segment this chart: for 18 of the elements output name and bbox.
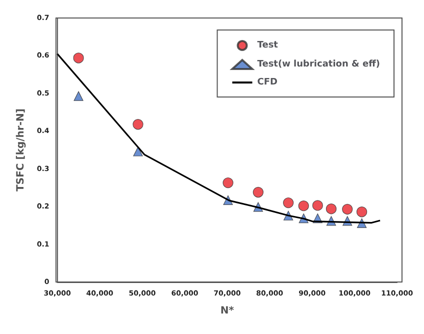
point [74, 91, 84, 101]
x-axis-title: N* [220, 306, 235, 316]
point [132, 119, 144, 130]
point [326, 204, 337, 214]
y-axis-title: TSFC [kg/hr-N] [16, 108, 26, 192]
legend-label: Test(w lubrication & eff) [257, 60, 380, 70]
legend-label: Test [257, 40, 279, 50]
point [342, 204, 353, 215]
point [283, 198, 294, 208]
point [312, 200, 323, 211]
point [356, 206, 368, 218]
line-series [56, 53, 381, 224]
point [133, 146, 143, 156]
point [252, 186, 264, 198]
point [298, 200, 309, 212]
legend-label: CFD [257, 78, 278, 88]
point [222, 178, 234, 188]
point [73, 52, 84, 64]
